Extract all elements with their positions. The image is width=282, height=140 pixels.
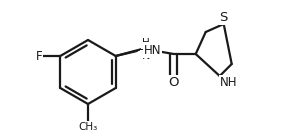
Text: S: S (219, 11, 228, 24)
Text: F: F (36, 50, 42, 62)
Text: N: N (142, 51, 150, 61)
Text: O: O (168, 76, 179, 89)
Text: NH: NH (220, 76, 237, 89)
Text: CH₃: CH₃ (78, 122, 98, 132)
Text: H: H (142, 38, 149, 48)
Text: HN: HN (144, 44, 161, 57)
